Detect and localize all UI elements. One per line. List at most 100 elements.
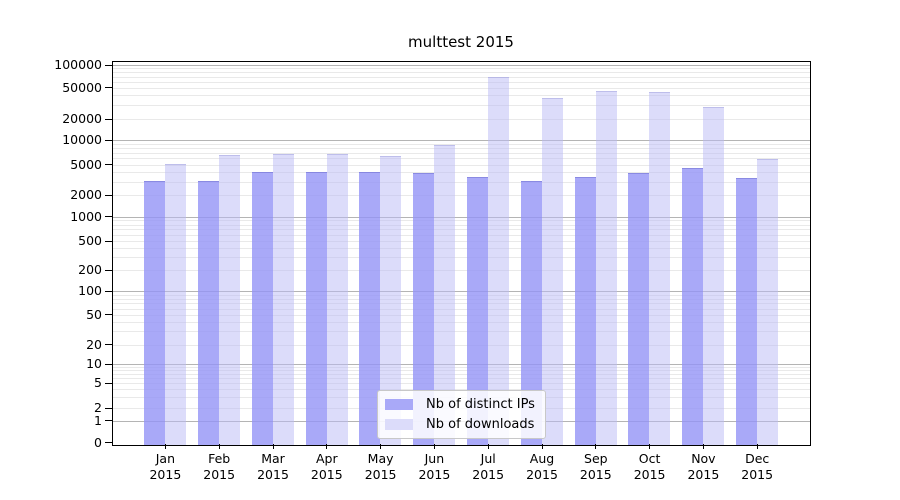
minor-gridline — [112, 220, 810, 222]
y-tick-label: 20000 — [62, 111, 102, 126]
bar-downloads-feb — [218, 154, 240, 445]
minor-gridline — [112, 303, 810, 305]
bar-distinct-ips-oct — [628, 173, 650, 445]
y-tick-mark — [105, 420, 112, 422]
y-tick-label: 50 — [86, 306, 102, 322]
x-tick-mark — [218, 444, 220, 449]
y-tick-mark — [105, 344, 112, 346]
legend-entry-distinct-ips: Nb of distinct IPs — [378, 396, 545, 413]
minor-gridline — [112, 76, 810, 78]
minor-gridline — [112, 68, 810, 70]
y-tick-label: 100 — [78, 283, 102, 299]
minor-gridline — [112, 172, 810, 174]
bar-downloads-jun — [434, 145, 456, 445]
y-tick-mark — [105, 216, 112, 218]
y-tick-mark — [105, 118, 112, 120]
y-tick-mark — [105, 442, 112, 444]
y-tick-mark — [105, 64, 112, 66]
bar-distinct-ips-dec — [735, 178, 757, 445]
minor-gridline — [112, 322, 810, 323]
major-gridline — [112, 364, 810, 366]
minor-gridline — [112, 158, 810, 160]
y-tick-mark — [105, 290, 112, 292]
bar-distinct-ips-nov — [682, 168, 704, 445]
minor-gridline — [112, 181, 810, 183]
bar-distinct-ips-mar — [251, 172, 273, 445]
minor-gridline — [112, 147, 810, 149]
bar-distinct-ips-feb — [197, 180, 219, 445]
y-tick-mark — [105, 87, 112, 89]
minor-gridline — [112, 152, 810, 154]
bar-downloads-nov — [703, 107, 725, 445]
x-tick-label-nov: Nov 2015 — [687, 451, 720, 482]
minor-gridline — [112, 241, 810, 242]
bar-distinct-ips-apr — [305, 171, 327, 445]
minor-gridline — [112, 389, 810, 391]
legend-swatch-downloads — [385, 419, 413, 430]
x-tick-label-oct: Oct 2015 — [633, 451, 666, 482]
legend: Nb of distinct IPs Nb of downloads — [377, 390, 546, 439]
minor-gridline — [112, 119, 810, 120]
x-tick-label-aug: Aug 2015 — [526, 451, 558, 482]
minor-gridline — [112, 164, 810, 166]
y-tick-label: 1 — [94, 412, 102, 428]
y-tick-label: 200 — [78, 262, 102, 278]
y-tick-label: 1000 — [70, 208, 102, 224]
x-tick-label-sep: Sep 2015 — [579, 451, 612, 482]
x-tick-mark — [164, 444, 167, 449]
x-tick-mark — [433, 444, 436, 449]
legend-swatch-distinct-ips — [385, 399, 413, 410]
x-tick-mark — [541, 444, 543, 449]
bar-distinct-ips-aug — [520, 181, 542, 445]
x-tick-label-jan: Jan 2015 — [149, 451, 182, 482]
x-tick-mark — [702, 444, 705, 449]
minor-gridline — [112, 367, 810, 369]
bar-distinct-ips-jan — [144, 181, 166, 445]
x-tick-label-dec: Dec 2015 — [741, 451, 774, 482]
bar-downloads-sep — [595, 90, 617, 445]
legend-label-distinct-ips: Nb of distinct IPs — [426, 397, 535, 412]
major-gridline — [112, 216, 810, 218]
bar-distinct-ips-jun — [413, 172, 435, 445]
minor-gridline — [112, 294, 810, 296]
minor-gridline — [112, 248, 810, 250]
y-tick-mark — [105, 314, 112, 316]
legend-entry-downloads: Nb of downloads — [378, 416, 545, 433]
bar-distinct-ips-may — [359, 172, 381, 445]
minor-gridline — [112, 72, 810, 74]
x-tick-label-jun: Jun 2015 — [418, 451, 451, 482]
minor-gridline — [112, 308, 810, 310]
y-tick-label: 5 — [94, 375, 102, 391]
x-tick-mark — [487, 444, 489, 449]
y-tick-mark — [105, 407, 112, 409]
minor-gridline — [112, 95, 810, 97]
x-tick-mark — [595, 444, 597, 449]
x-tick-label-may: May 2015 — [364, 451, 397, 482]
x-tick-mark — [756, 444, 758, 449]
y-tick-label: 10000 — [62, 132, 102, 147]
minor-gridline — [112, 298, 810, 300]
x-tick-mark — [380, 444, 382, 449]
y-tick-mark — [105, 194, 112, 196]
bar-downloads-may — [380, 156, 402, 445]
y-tick-label: 500 — [78, 233, 102, 248]
minor-gridline — [112, 81, 810, 83]
minor-gridline — [112, 105, 810, 107]
y-tick-label: 20 — [86, 336, 102, 352]
y-tick-label: 100000 — [54, 57, 102, 72]
y-tick-mark — [105, 164, 112, 166]
y-tick-mark — [105, 139, 112, 141]
y-tick-mark — [105, 269, 112, 271]
minor-gridline — [112, 370, 810, 372]
major-gridline — [112, 65, 810, 66]
minor-gridline — [112, 143, 810, 145]
bar-downloads-apr — [326, 154, 348, 445]
bar-downloads-dec — [756, 159, 778, 445]
major-gridline — [112, 291, 810, 293]
minor-gridline — [112, 257, 810, 259]
bar-distinct-ips-sep — [574, 177, 596, 445]
minor-gridline — [112, 374, 810, 376]
minor-gridline — [112, 229, 810, 231]
minor-gridline — [112, 383, 810, 385]
